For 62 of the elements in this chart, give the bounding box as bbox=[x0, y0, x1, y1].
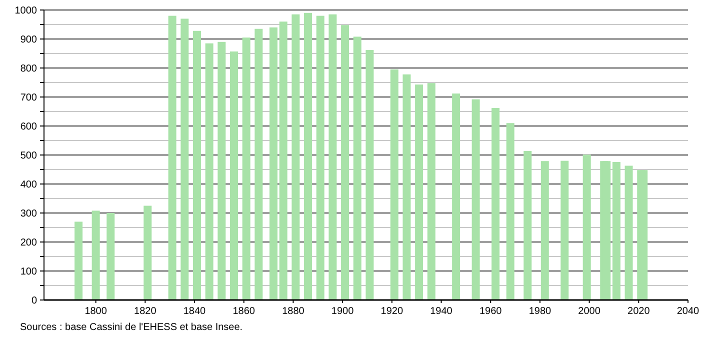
y-tick-label: 600 bbox=[20, 122, 38, 132]
x-tick-label: 1920 bbox=[380, 306, 404, 317]
bar bbox=[205, 43, 214, 300]
x-tick-label: 1900 bbox=[331, 306, 354, 317]
bar bbox=[582, 154, 591, 300]
x-tick-label: 1860 bbox=[232, 306, 256, 317]
bar bbox=[540, 161, 549, 300]
bar bbox=[218, 42, 226, 300]
bar bbox=[230, 51, 238, 300]
bar bbox=[328, 14, 337, 300]
x-tick-label: 2040 bbox=[676, 306, 700, 317]
x-tick-label: 2020 bbox=[628, 306, 650, 317]
bar bbox=[366, 50, 374, 300]
y-tick-label: 900 bbox=[20, 34, 38, 46]
x-tick-label: 2000 bbox=[578, 306, 601, 317]
x-tick-label: 1840 bbox=[183, 306, 206, 317]
bar bbox=[452, 94, 460, 300]
bar bbox=[92, 210, 100, 300]
bar bbox=[106, 213, 115, 300]
bar bbox=[602, 161, 611, 300]
y-tick-label: 400 bbox=[20, 180, 38, 190]
bar bbox=[390, 69, 398, 300]
bar bbox=[624, 166, 633, 300]
bar bbox=[242, 38, 250, 300]
y-tick-label: 500 bbox=[20, 150, 38, 162]
y-tick-label: 0 bbox=[31, 296, 38, 306]
bar bbox=[560, 160, 569, 300]
bar bbox=[402, 74, 411, 300]
y-tick-label: 100 bbox=[20, 266, 38, 278]
bar bbox=[415, 84, 424, 300]
bar bbox=[316, 16, 324, 300]
y-tick-label: 800 bbox=[20, 64, 38, 74]
x-tick-label: 1960 bbox=[479, 306, 502, 317]
bar bbox=[492, 108, 500, 300]
y-tick-label: 700 bbox=[20, 92, 38, 104]
y-tick-label: 1000 bbox=[14, 6, 38, 16]
bar bbox=[353, 36, 362, 300]
y-tick-label: 300 bbox=[20, 208, 38, 220]
bar bbox=[524, 150, 532, 300]
bar bbox=[180, 18, 189, 300]
bar bbox=[269, 27, 278, 300]
bar bbox=[144, 206, 152, 300]
bar bbox=[192, 30, 201, 300]
x-tick-label: 1940 bbox=[430, 306, 453, 317]
y-tick-label: 200 bbox=[20, 238, 38, 248]
x-tick-label: 1800 bbox=[84, 306, 108, 317]
bar bbox=[341, 25, 350, 300]
bar bbox=[472, 99, 480, 300]
x-tick-label: 1820 bbox=[134, 306, 157, 317]
x-tick-label: 1980 bbox=[528, 306, 552, 317]
bar bbox=[304, 12, 312, 300]
x-tick-label: 1880 bbox=[282, 306, 305, 317]
bar bbox=[279, 22, 288, 300]
bar bbox=[612, 162, 620, 300]
bar bbox=[74, 222, 83, 300]
source-note: Sources : base Cassini de l'EHESS et base Insee. bbox=[20, 322, 243, 333]
bar bbox=[254, 28, 263, 300]
bar bbox=[640, 170, 648, 300]
bar bbox=[506, 123, 514, 300]
bar bbox=[168, 16, 176, 300]
bar bbox=[292, 14, 300, 300]
bar bbox=[427, 83, 436, 300]
